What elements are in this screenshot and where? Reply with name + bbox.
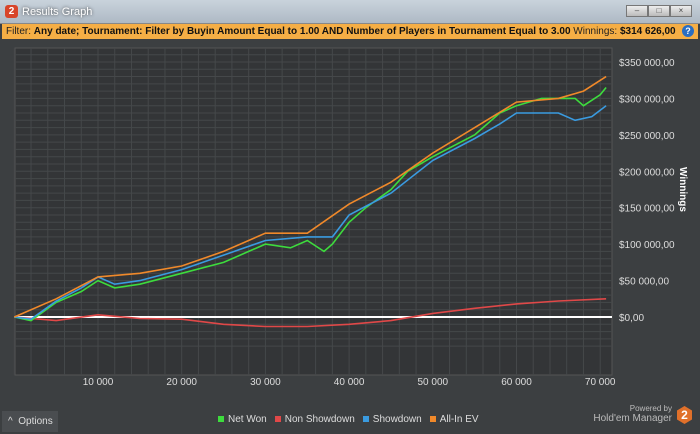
y-tick-label: $250 000,00 xyxy=(619,131,675,142)
legend-label: Showdown xyxy=(372,414,422,425)
x-tick-label: 70 000 xyxy=(585,377,616,388)
x-tick-label: 20 000 xyxy=(166,377,197,388)
series-line-non-showdown xyxy=(14,298,607,328)
y-tick-label: $300 000,00 xyxy=(619,94,675,105)
legend-label: All-In EV xyxy=(439,414,479,425)
legend-swatch xyxy=(362,416,369,422)
powered-by-text: Powered by xyxy=(629,404,672,413)
series-line-net-won xyxy=(14,86,607,322)
y-axis-label: Winnings xyxy=(677,167,688,212)
chart-legend: Net Won Non Showdown Showdown All-In EV xyxy=(218,414,479,425)
app-logo: 2 xyxy=(5,5,18,18)
winnings-label: Winnings: xyxy=(573,26,618,37)
legend-swatch xyxy=(218,416,224,422)
branding: Powered by Hold'em Manager xyxy=(593,404,672,424)
series-line-showdown xyxy=(14,105,607,321)
y-tick-label: $150 000,00 xyxy=(619,204,675,215)
x-tick-label: 30 000 xyxy=(250,377,281,388)
help-icon[interactable]: ? xyxy=(682,25,694,37)
legend-item[interactable]: Showdown xyxy=(362,414,422,425)
minimize-button[interactable]: – xyxy=(626,5,648,17)
y-tick-label: $50 000,00 xyxy=(619,277,669,288)
options-button[interactable]: ^ Options xyxy=(2,411,58,432)
product-name: Hold'em Manager xyxy=(593,413,672,424)
winnings-value: $314 626,00 xyxy=(619,26,676,37)
legend-label: Non Showdown xyxy=(284,414,355,425)
x-tick-label: 10 000 xyxy=(83,377,114,388)
series-line-all-in-ev xyxy=(13,75,607,318)
legend-item[interactable]: Net Won xyxy=(218,414,267,425)
maximize-button[interactable]: □ xyxy=(648,5,670,17)
legend-swatch xyxy=(274,416,281,422)
y-tick-label: $0,00 xyxy=(619,313,644,324)
legend-item[interactable]: All-In EV xyxy=(429,414,479,425)
y-tick-label: $200 000,00 xyxy=(619,167,675,178)
y-tick-label: $100 000,00 xyxy=(619,240,675,251)
filter-text: Any date; Tournament: Filter by Buyin Am… xyxy=(33,26,571,37)
x-tick-label: 40 000 xyxy=(334,377,365,388)
close-button[interactable]: × xyxy=(670,5,692,17)
x-tick-label: 60 000 xyxy=(501,377,532,388)
options-label: Options xyxy=(18,416,53,427)
x-tick-label: 50 000 xyxy=(418,377,449,388)
filter-bar: Filter: Any date; Tournament: Filter by … xyxy=(2,24,698,39)
legend-label: Net Won xyxy=(228,414,267,425)
title-bar: 2 Results Graph – □ × xyxy=(0,0,700,24)
y-tick-label: $350 000,00 xyxy=(619,58,675,69)
legend-swatch xyxy=(429,416,436,422)
hm2-logo: 2 xyxy=(677,406,692,424)
x-axis-label: Hands xyxy=(296,404,330,405)
filter-label: Filter: xyxy=(6,26,31,37)
legend-item[interactable]: Non Showdown xyxy=(274,414,355,425)
window-title: Results Graph xyxy=(22,6,93,18)
results-chart: 10 000 20 000 30 000 40 000 50 000 60 000 70 0… xyxy=(13,47,688,405)
